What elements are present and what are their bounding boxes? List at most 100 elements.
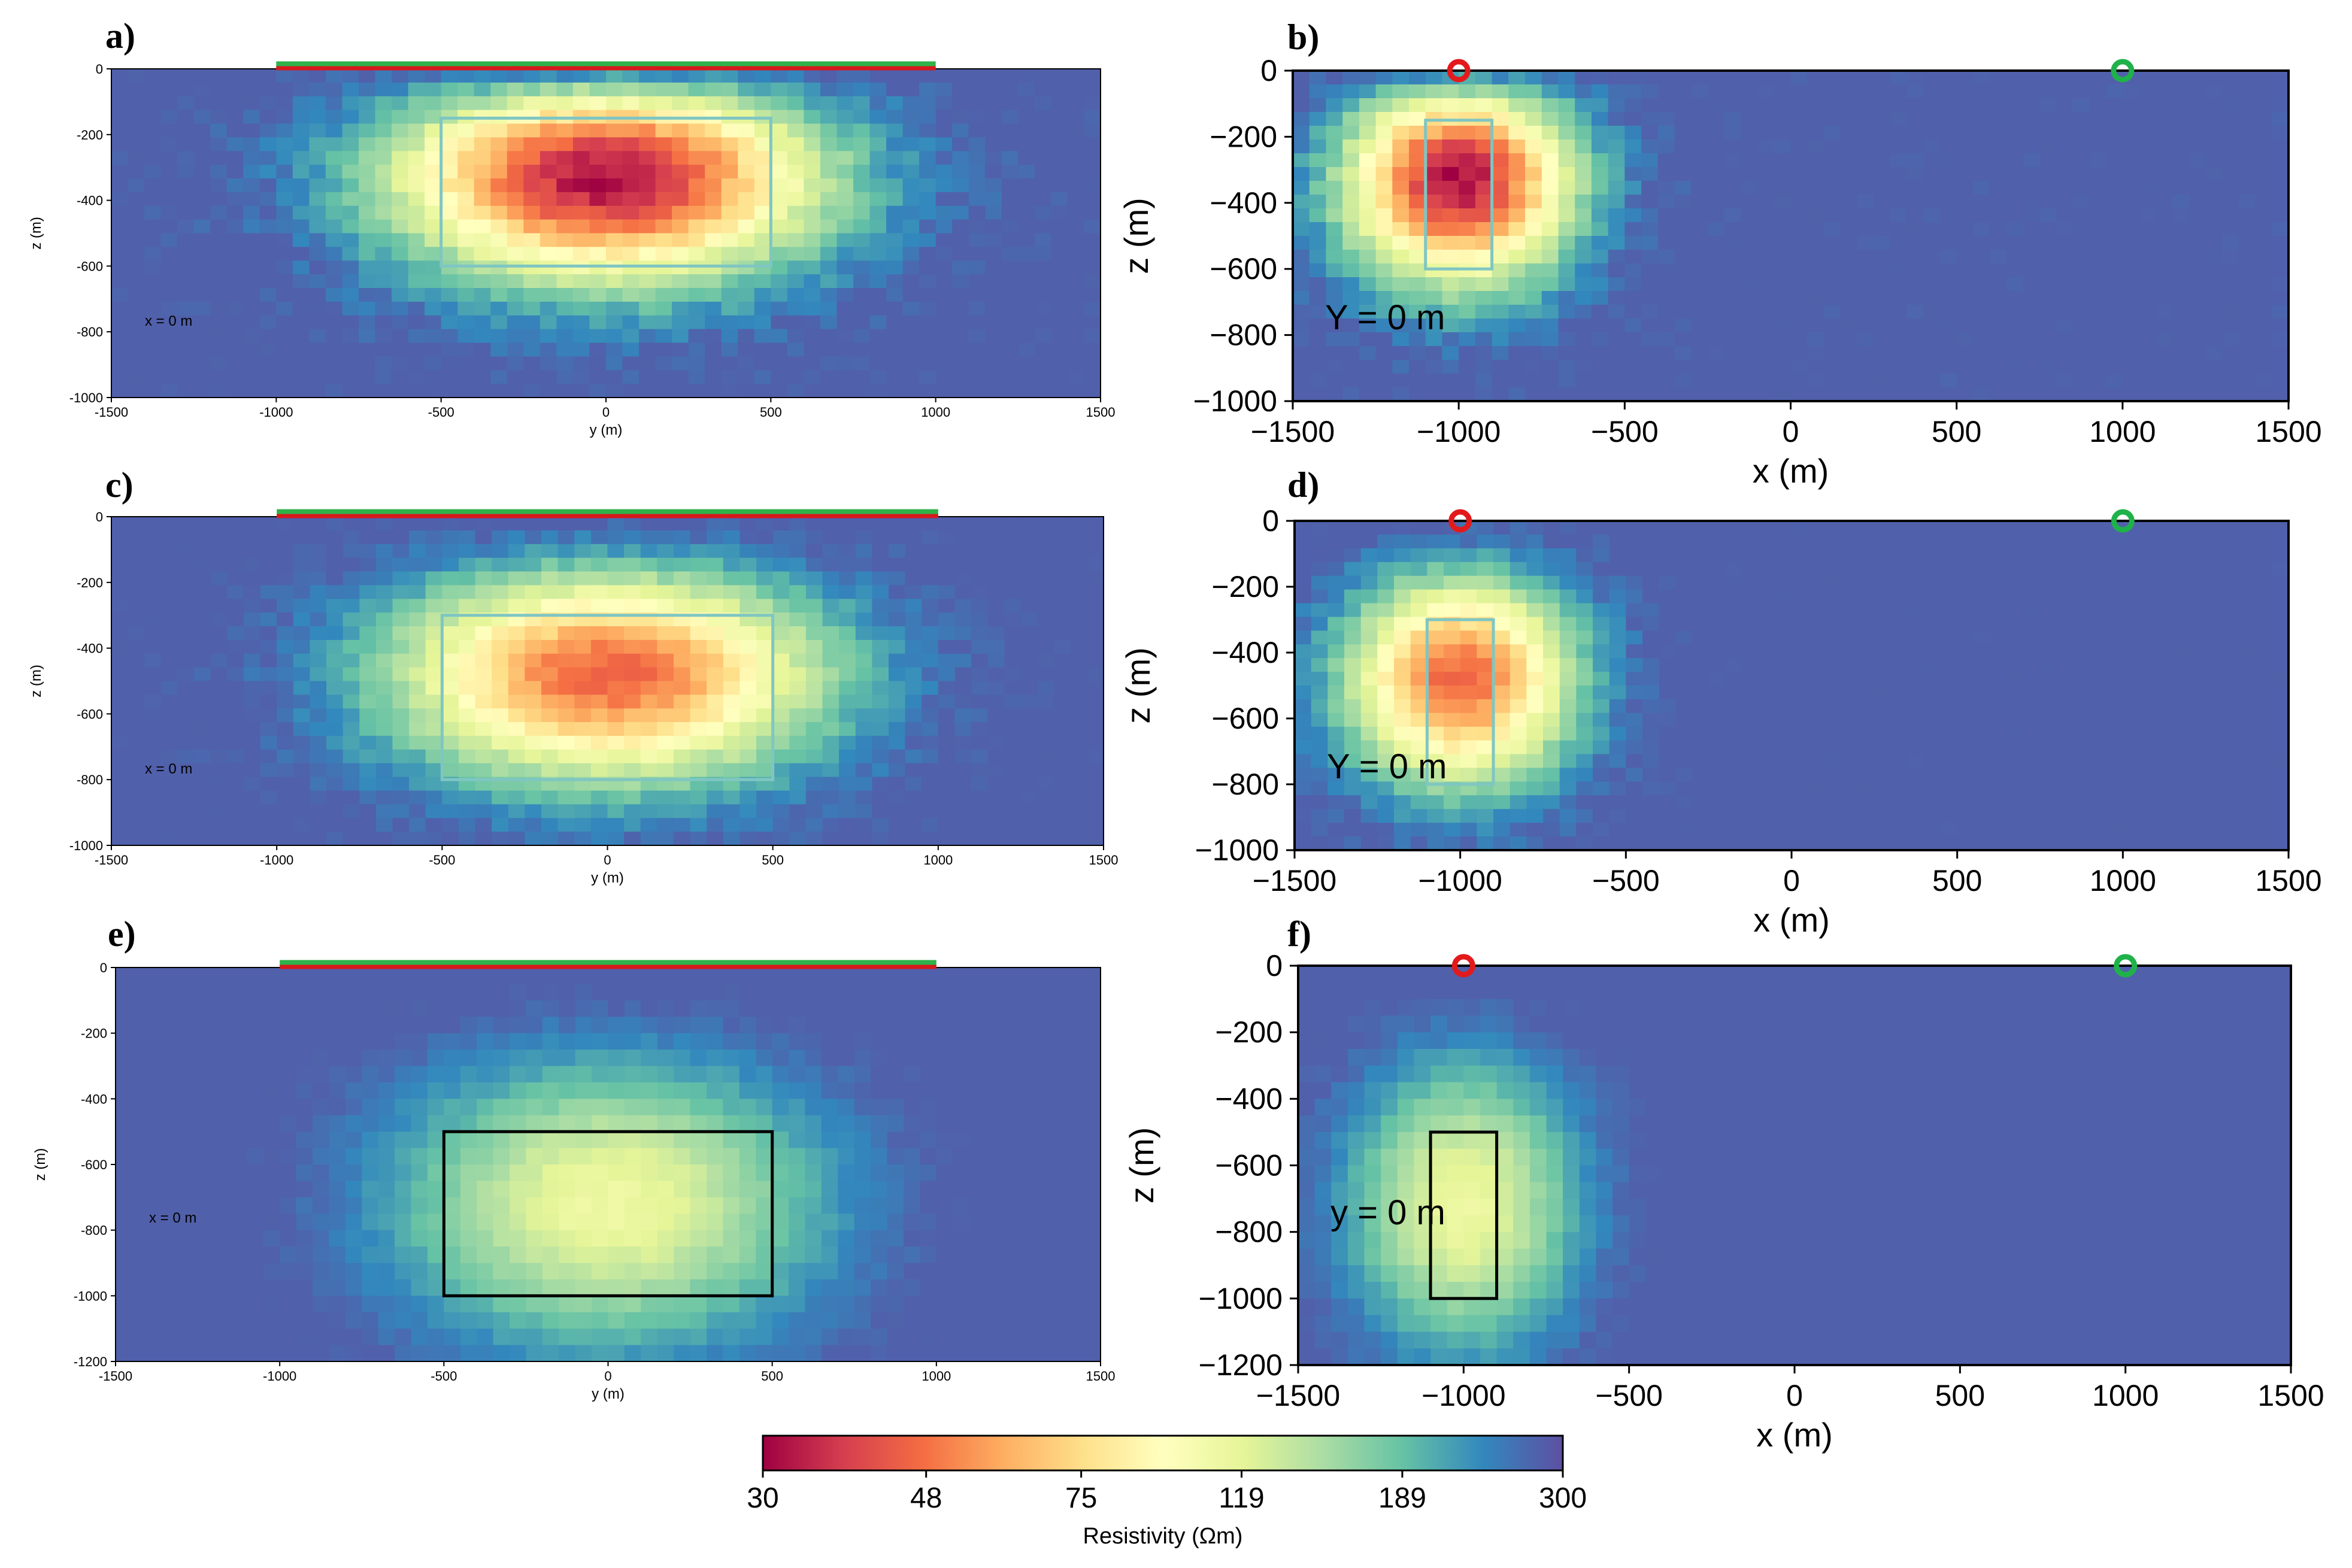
heatmap-cell — [2056, 84, 2074, 99]
heatmap-cell — [128, 667, 145, 682]
heatmap-cell — [1004, 832, 1022, 845]
heatmap-cell — [144, 681, 162, 696]
heatmap-cell — [1543, 699, 1560, 714]
heatmap-cell — [872, 667, 889, 682]
x-tick-label: -500 — [428, 405, 454, 420]
panels: -1500 -1000 -500 0 500 1000 15000-200-400-600-… — [28, 16, 2324, 1454]
heatmap-cell — [919, 151, 936, 165]
heatmap-cell — [1757, 360, 1775, 374]
heatmap-cell — [952, 247, 969, 262]
heatmap-cell — [1359, 222, 1377, 236]
heatmap-cell — [1427, 795, 1444, 809]
heatmap-cell — [1558, 263, 1575, 278]
heatmap-cell — [1444, 754, 1461, 769]
heatmap-cell — [310, 804, 327, 819]
heatmap-cell — [639, 96, 656, 111]
y-axis-label: z (m) — [28, 217, 44, 250]
heatmap-cell — [375, 790, 393, 805]
heatmap-cell — [1326, 139, 1343, 154]
heatmap-cell — [193, 288, 211, 302]
heatmap-cell — [441, 247, 458, 262]
heatmap-cell — [425, 82, 442, 97]
heatmap-cell — [738, 274, 755, 289]
heatmap-cell — [1626, 658, 1643, 672]
heatmap-cell — [1508, 139, 1526, 154]
heatmap-cell — [409, 832, 426, 845]
heatmap-cell — [836, 342, 854, 357]
heatmap-cell — [1326, 346, 1343, 360]
heatmap-cell — [590, 585, 608, 600]
heatmap-cell — [820, 233, 838, 248]
heatmap-cell — [1543, 795, 1560, 809]
heatmap-cell — [459, 790, 476, 805]
heatmap-cell — [1675, 521, 1693, 535]
y-tick-label: 0 — [1260, 54, 1277, 87]
heatmap-cell — [359, 329, 376, 344]
heatmap-cell — [1543, 672, 1560, 686]
heatmap-cell — [1394, 699, 1411, 714]
heatmap-cell — [276, 301, 293, 316]
heatmap-cell — [1707, 84, 1725, 99]
heatmap-cell — [1874, 263, 1891, 278]
heatmap-cell — [590, 790, 608, 805]
heatmap-cell — [985, 233, 1002, 248]
heatmap-cell — [177, 301, 195, 316]
heatmap-cell — [508, 571, 526, 586]
heatmap-cell — [457, 165, 475, 179]
heatmap-cell — [889, 544, 906, 559]
heatmap-cell — [1642, 836, 1660, 850]
heatmap-cell — [738, 247, 755, 262]
heatmap-cell — [326, 736, 344, 750]
heatmap-cell — [128, 233, 145, 248]
heatmap-cell — [508, 667, 526, 682]
heatmap-cell — [2056, 139, 2074, 154]
heatmap-cell — [968, 315, 986, 330]
heatmap-cell — [2238, 360, 2256, 374]
heatmap-cell — [292, 356, 310, 371]
heatmap-cell — [589, 233, 607, 248]
heatmap-cell — [144, 544, 162, 559]
heatmap-cell — [177, 151, 195, 165]
heatmap-cell — [738, 315, 755, 330]
heatmap-cell — [1510, 575, 1527, 590]
heatmap-cell — [2089, 126, 2107, 140]
heatmap-cell — [375, 123, 392, 138]
heatmap-cell — [1444, 562, 1461, 577]
heatmap-cell — [1460, 575, 1478, 590]
heatmap-cell — [2072, 305, 2090, 319]
heatmap-cell — [259, 288, 277, 302]
heatmap-cell — [1409, 126, 1426, 140]
heatmap-cell — [2238, 84, 2256, 99]
heatmap-cell — [1460, 795, 1478, 809]
heatmap-cell — [672, 301, 689, 316]
heatmap-cell — [935, 82, 953, 97]
heatmap-cell — [326, 818, 344, 832]
heatmap-cell — [1051, 219, 1068, 234]
heatmap-cell — [310, 612, 327, 627]
heatmap-cell — [1037, 749, 1054, 764]
heatmap-cell — [2122, 319, 2140, 333]
heatmap-cell — [2255, 153, 2273, 168]
heatmap-cell — [971, 694, 989, 709]
heatmap-cell — [1410, 534, 1428, 549]
heatmap-cell — [1360, 740, 1378, 755]
heatmap-cell — [2189, 195, 2206, 209]
heatmap-cell — [1675, 672, 1693, 686]
heatmap-cell — [639, 82, 656, 97]
heatmap-cell — [1360, 768, 1378, 783]
heatmap-cell — [310, 736, 327, 750]
heatmap-cell — [557, 722, 575, 736]
heatmap-cell — [985, 110, 1002, 125]
heatmap-cell — [1608, 387, 1626, 401]
heatmap-cell — [1475, 346, 1493, 360]
heatmap-cell — [572, 178, 590, 193]
heatmap-cell — [193, 123, 211, 138]
heatmap-cell — [1774, 291, 1792, 305]
heatmap-cell — [2039, 167, 2057, 181]
heatmap-cell — [723, 763, 741, 778]
heatmap-cell — [259, 137, 277, 152]
heatmap-cell — [853, 69, 871, 83]
heatmap-cell — [987, 571, 1005, 586]
heatmap-cell — [820, 123, 838, 138]
heatmap-cell — [2006, 263, 2024, 278]
